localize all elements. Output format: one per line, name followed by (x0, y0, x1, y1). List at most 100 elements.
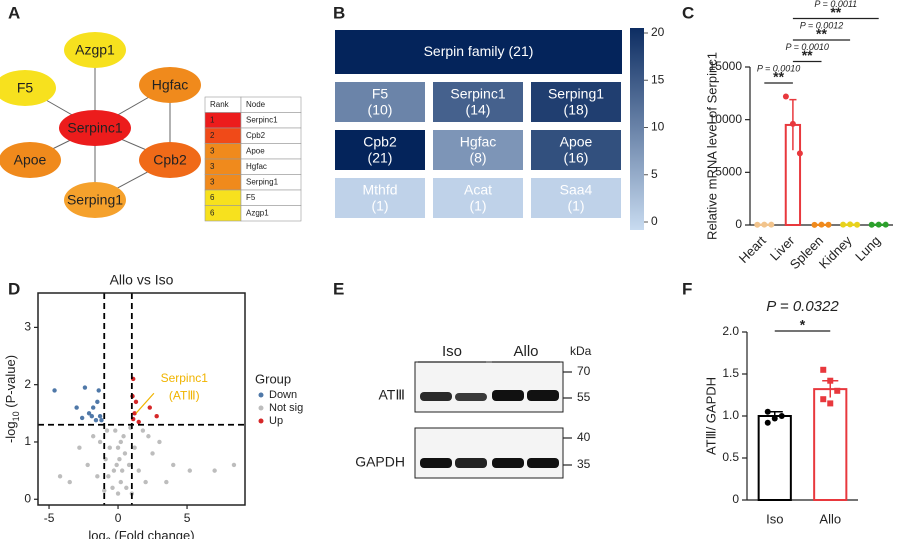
heat-cell (433, 130, 523, 170)
band (492, 390, 524, 401)
heat-cell (433, 178, 523, 218)
data-point (132, 445, 137, 450)
table-cell-text: Serpinc1 (246, 115, 278, 124)
data-point (771, 415, 778, 422)
data-point (122, 451, 128, 456)
data-point (86, 411, 92, 416)
cell-name: Cpb2 (363, 134, 397, 150)
legend-title: Group (255, 371, 291, 386)
table-cell-text: 2 (210, 131, 215, 140)
colorbar-label: 5 (651, 167, 658, 181)
legend-label: Not sig (269, 402, 303, 414)
y-tick-label: 0 (24, 491, 31, 505)
data-point (882, 221, 889, 228)
panel-label: B (333, 3, 345, 22)
y-tick-label: 2 (24, 377, 31, 391)
legend-swatch (258, 405, 264, 411)
data-point (79, 415, 85, 421)
data-point (119, 468, 125, 473)
data-point (782, 93, 789, 100)
data-point (111, 468, 117, 473)
table-cell-text: 1 (210, 115, 215, 124)
plot-frame (37, 292, 246, 506)
chart-title: Allo vs Iso (110, 272, 174, 288)
data-point (102, 488, 107, 493)
axis-label-part: (Fold change) (111, 528, 195, 539)
data-point (107, 445, 112, 450)
y-axis-title: Relative mRNA level of Serpinc1 (704, 52, 719, 240)
band (527, 458, 559, 468)
data-point (840, 221, 847, 228)
cell-name: F5 (372, 86, 389, 102)
x-tick-label: Kidney (816, 233, 855, 272)
data-point (811, 221, 818, 228)
table-cell-text: Azgp1 (246, 208, 269, 217)
data-point (150, 451, 155, 456)
cell-name: Hgfac (460, 134, 497, 150)
data-point (110, 485, 115, 491)
heat-cell (433, 82, 523, 122)
y-tick-label: 0 (735, 217, 742, 231)
cell-name: Saa4 (560, 182, 593, 198)
panel-label: A (8, 3, 20, 22)
legend-label: Down (269, 389, 297, 401)
annotation-line (135, 392, 155, 414)
annotation: (ATⅢ) (169, 388, 200, 402)
data-point (171, 462, 176, 468)
legend-swatch (258, 392, 264, 398)
table-header: Rank (210, 100, 230, 109)
data-point (96, 388, 101, 393)
axis-label: log2 (Fold change) (88, 528, 194, 539)
band (527, 390, 559, 401)
data-point (875, 221, 882, 228)
node-label: Azgp1 (75, 42, 115, 58)
data-point (89, 413, 95, 419)
data-point (121, 434, 126, 439)
data-point (118, 439, 124, 445)
data-point (140, 428, 146, 433)
row-label: GAPDH (355, 454, 405, 470)
data-point (115, 445, 121, 450)
data-point (231, 462, 237, 468)
panel-label: C (682, 3, 694, 22)
band (455, 393, 487, 401)
data-point (104, 428, 110, 433)
unit-label: kDa (570, 344, 592, 358)
cell-name: Serpinc1 (450, 86, 505, 102)
y-tick-label: 1.5 (722, 366, 739, 380)
colorbar-label: 15 (651, 72, 665, 86)
data-point (82, 385, 88, 390)
cell-value: (1) (371, 198, 388, 214)
data-point (147, 405, 152, 410)
data-point (818, 221, 825, 228)
node-label: Serping1 (67, 192, 123, 208)
table-cell-text: F5 (246, 193, 256, 202)
data-point (754, 221, 761, 228)
cell-name: Serpin family (424, 43, 505, 59)
x-tick-label: Lung (852, 233, 883, 264)
p-value: P = 0.0010 (757, 63, 800, 73)
colorbar-label: 20 (651, 25, 665, 39)
table-cell-text: Serping1 (246, 177, 279, 186)
node (139, 142, 201, 178)
data-point (146, 434, 151, 439)
colorbar-label: 0 (651, 214, 658, 228)
heat-cell (335, 30, 622, 74)
data-point (95, 474, 100, 479)
sig-stars: * (800, 317, 806, 333)
colorbar-label: 10 (651, 120, 665, 134)
colorbar (630, 28, 644, 230)
panel-label: E (333, 279, 344, 298)
data-point (768, 221, 775, 228)
cell-value: (16) (564, 150, 589, 166)
data-point (847, 221, 854, 228)
heat-cell (335, 130, 425, 170)
p-value: P = 0.0012 (800, 20, 843, 30)
x-tick-label: 0 (115, 511, 122, 525)
cell-value: (21) (509, 43, 534, 59)
axis-label: -log10 (P-value) (3, 355, 21, 443)
y-axis-title: ATⅢ/ GAPDH (703, 377, 718, 455)
band (492, 458, 524, 468)
y-tick-label: 5000 (715, 165, 742, 179)
